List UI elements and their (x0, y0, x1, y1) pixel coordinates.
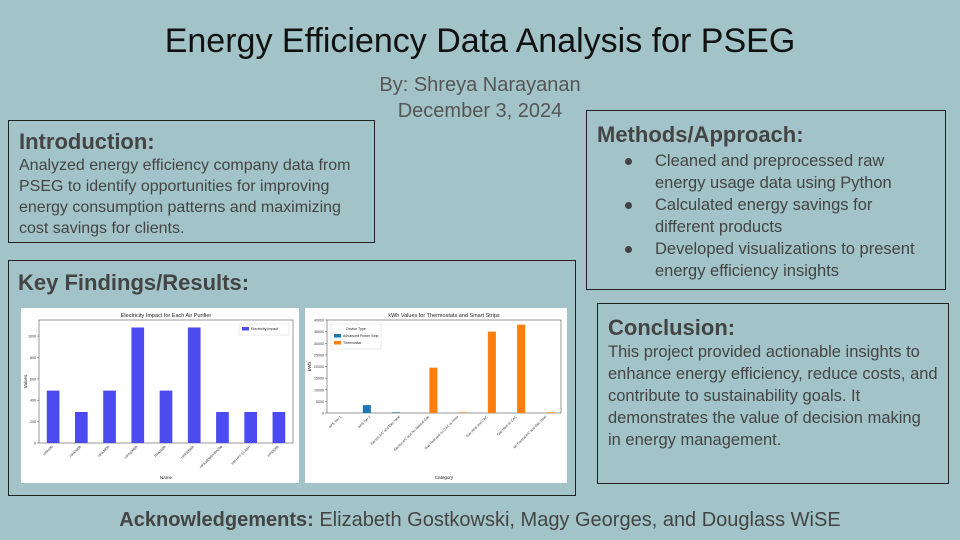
air-purifier-chart: Electricity Impact for Each Air Purifier… (21, 308, 299, 483)
bar-electricity-impact (272, 411, 286, 443)
legend-box (238, 323, 290, 336)
x-tick-label: No Central A/C and Elec Heat (513, 415, 548, 450)
y-tick-label: 0 (322, 412, 324, 416)
x-tick-label: HPA200B (154, 444, 168, 458)
y-tick-label: 800 (30, 356, 36, 360)
x-tick-label: HPA100BB (124, 444, 139, 459)
poster-title: Energy Efficiency Data Analysis for PSEG (164, 22, 796, 60)
x-axis-label: Name (160, 475, 173, 480)
chart-title: Electricity Impact for Each Air Purifier (121, 313, 212, 319)
methods-box: Methods/Approach: Cleaned and preprocess… (586, 110, 946, 290)
bar-electricity-impact (131, 327, 145, 443)
x-tick-label: HPA200B (69, 444, 83, 458)
y-tick-label: 15000 (314, 377, 324, 381)
bar-thermostat (429, 367, 438, 413)
x-tick-label: APS Tier 2 (357, 415, 371, 429)
introduction-heading: Introduction: (19, 129, 155, 154)
methods-item: Cleaned and preprocessed raw energy usag… (625, 150, 935, 194)
methods-list: Cleaned and preprocessed raw energy usag… (597, 150, 935, 282)
y-tick-label: 10000 (314, 388, 324, 392)
x-tick-label: HPA300B (97, 444, 111, 458)
bar-electricity-impact (103, 390, 116, 443)
findings-box: Key Findings/Results: (8, 260, 576, 496)
bar-electricity-impact (46, 390, 60, 443)
y-tick-label: 5000 (316, 400, 324, 404)
introduction-box: Introduction: Analyzed energy efficiency… (8, 120, 375, 243)
findings-heading: Key Findings/Results: (18, 270, 250, 295)
author: By: Shreya Narayanan (379, 74, 581, 96)
y-tick-label: 400 (30, 399, 36, 403)
byline: By: Shreya Narayanan December 3, 2024 (330, 72, 630, 124)
y-tick-label: 40000 (314, 319, 324, 323)
conclusion-body: This project provided actionable insight… (608, 343, 938, 449)
bar-advanced-power-strip (362, 405, 371, 413)
x-tick-label: Electric A/C and Elec Heat (370, 415, 401, 446)
date: December 3, 2024 (397, 100, 563, 122)
y-tick-label: 30000 (314, 342, 324, 346)
x-tick-label: HPA100 (42, 445, 54, 457)
introduction-body: Analyzed energy efficiency company data … (19, 157, 351, 237)
thermostat-chart-svg: kWh Values for Thermostats and Smart Str… (307, 313, 562, 480)
y-tick-label: 200 (30, 420, 36, 424)
y-axis-label: kWh (307, 362, 312, 371)
y-tick-label: 25000 (314, 353, 324, 357)
chart-title: kWh Values for Thermostats and Smart Str… (388, 313, 500, 319)
legend-label: Electricity Impact (251, 327, 278, 331)
y-tick-label: 20000 (314, 365, 324, 369)
y-tick-label: 600 (30, 377, 36, 381)
bar-thermostat (517, 324, 526, 413)
x-tick-label: HM HPT-15 AEH (231, 444, 252, 465)
x-tick-label: HPA100BB/HPA200 (199, 445, 223, 469)
air-purifier-chart-svg: Electricity Impact for Each Air Purifier… (23, 313, 294, 480)
acknowledgements-names: Elizabeth Gostkowski, Magy Georges, and … (313, 509, 841, 531)
y-axis-label: Values (23, 374, 28, 388)
x-tick-label: Gas Heat w/ CAC (496, 414, 518, 436)
y-tick-label: 35000 (314, 330, 324, 334)
bar-thermostat (487, 331, 496, 413)
x-axis-label: Category (435, 475, 454, 480)
acknowledgements: Acknowledgements: Elizabeth Gostkowski, … (0, 509, 960, 532)
x-tick-label: HPA8388 (267, 445, 280, 458)
y-tick-label: 1000 (28, 335, 36, 339)
bar-electricity-impact (159, 390, 173, 443)
y-tick-label: 0 (34, 442, 36, 446)
x-tick-label: HPA300BB (180, 444, 195, 459)
legend-title: Device Type (346, 327, 366, 331)
bar-thermostat (458, 412, 467, 413)
conclusion-heading: Conclusion: (608, 315, 736, 340)
bar-electricity-impact (74, 411, 88, 443)
bar-electricity-impact (216, 411, 229, 443)
bar-electricity-impact (187, 327, 201, 443)
legend-swatch (242, 327, 249, 331)
x-tick-label: APS Tier 1 (328, 415, 342, 429)
bar-electricity-impact (244, 411, 258, 443)
bar-advanced-power-strip (392, 412, 401, 413)
conclusion-box: Conclusion: This project provided action… (597, 303, 949, 484)
thermostat-chart: kWh Values for Thermostats and Smart Str… (305, 308, 567, 483)
legend-swatch (334, 334, 341, 338)
methods-item: Calculated energy savings for different … (625, 194, 935, 238)
x-tick-label: Gas Heat and no CAC or more (424, 415, 460, 451)
legend-label: Thermostat (343, 341, 361, 345)
legend-swatch (334, 341, 341, 345)
methods-item: Developed visualizations to present ener… (625, 238, 935, 282)
bar-thermostat (546, 412, 555, 413)
x-tick-label: Gas Heat and CAC (465, 414, 489, 438)
legend-label: Advanced Power Strip (343, 334, 379, 338)
acknowledgements-label: Acknowledgements: (119, 509, 314, 531)
methods-heading: Methods/Approach: (597, 122, 804, 147)
